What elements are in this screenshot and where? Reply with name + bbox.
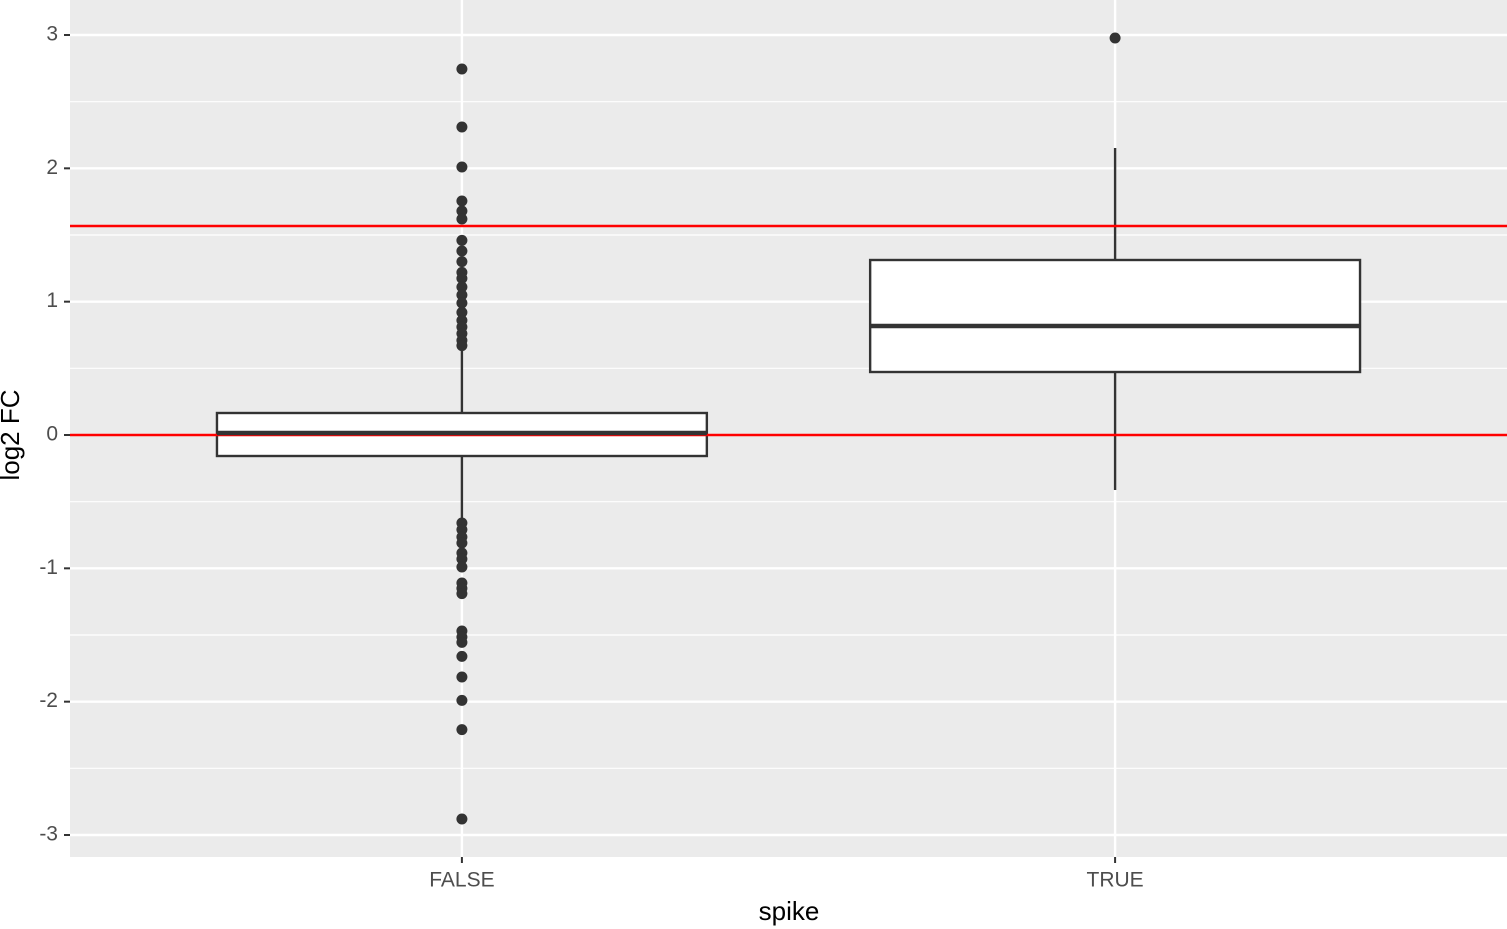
outlier — [456, 297, 468, 309]
outlier — [456, 245, 468, 257]
y-tick-label: -3 — [39, 823, 58, 846]
outlier — [456, 813, 468, 825]
marks — [70, 32, 1507, 825]
outlier — [456, 636, 468, 648]
outlier — [456, 281, 468, 293]
y-axis-title: log2 FC — [0, 389, 25, 480]
y-tick-label: 2 — [46, 156, 58, 179]
outlier — [456, 121, 468, 133]
outlier — [456, 289, 468, 301]
outlier — [456, 671, 468, 683]
outlier — [456, 537, 468, 549]
outlier — [456, 724, 468, 736]
outlier — [456, 272, 468, 284]
outlier — [456, 650, 468, 662]
outlier — [456, 588, 468, 600]
y-tick-label: -1 — [39, 556, 58, 579]
x-axis-title: spike — [759, 896, 820, 926]
outlier — [456, 161, 468, 173]
y-tick-label: 0 — [46, 423, 58, 446]
outlier — [456, 306, 468, 318]
y-tick-label: 3 — [46, 23, 58, 46]
outlier — [456, 63, 468, 75]
x-tick-label: TRUE — [1087, 869, 1144, 892]
outlier — [456, 205, 468, 217]
x-tick-label: FALSE — [429, 869, 494, 892]
outlier — [456, 340, 468, 352]
outlier — [456, 256, 468, 268]
y-tick-label: 1 — [46, 289, 58, 312]
outlier — [456, 234, 468, 246]
outlier — [456, 213, 468, 225]
outlier — [456, 561, 468, 573]
y-tick-label: -2 — [39, 689, 58, 712]
box — [868, 258, 1362, 374]
outlier — [456, 694, 468, 706]
outlier — [1109, 32, 1121, 44]
outlier — [456, 553, 468, 565]
outlier — [456, 195, 468, 207]
